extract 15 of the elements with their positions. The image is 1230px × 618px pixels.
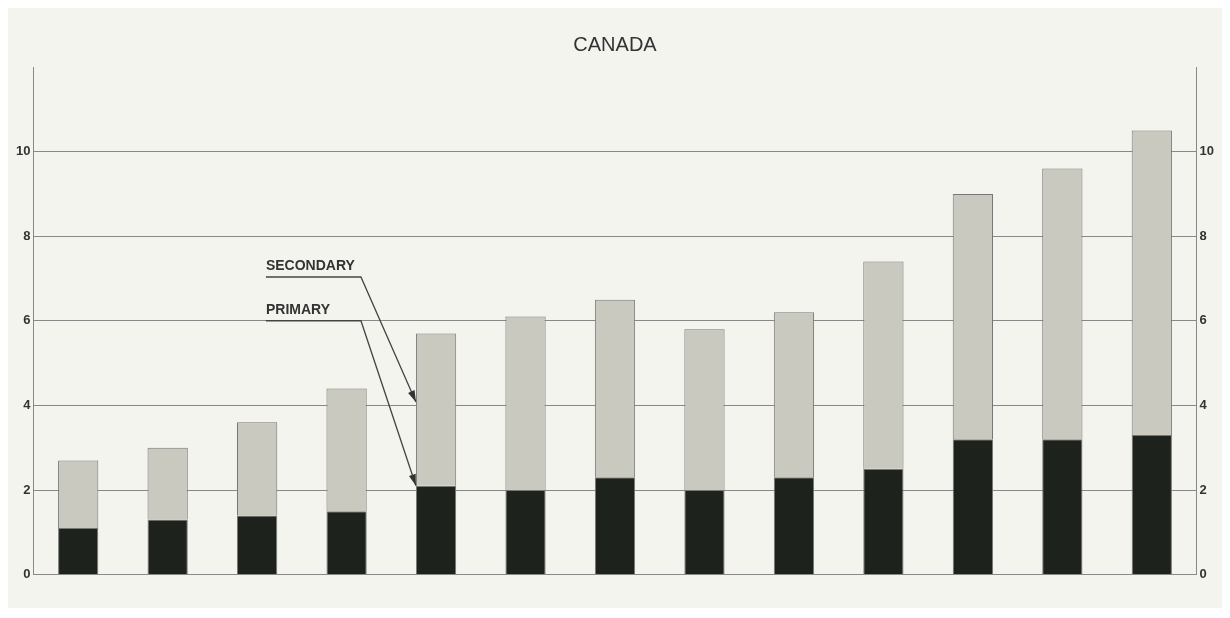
y2-tick-label: 2	[1199, 481, 1207, 497]
y2-tick-label: 4	[1199, 396, 1208, 412]
y-tick-label: 0	[23, 566, 31, 582]
y2-tick-label: 6	[1199, 312, 1207, 328]
chart-title: CANADA	[573, 32, 658, 55]
y-tick-label: 10	[15, 143, 31, 159]
y2-tick-label: 0	[1199, 566, 1207, 582]
y-tick-label: 4	[23, 396, 32, 412]
y2-tick-label: 8	[1199, 227, 1207, 243]
y-tick-label: 6	[23, 312, 31, 328]
y-tick-label: 2	[23, 481, 31, 497]
text: SECONDARY	[265, 256, 356, 273]
text: PRIMARY	[265, 300, 331, 317]
y-tick-label: 8	[23, 227, 31, 243]
y2-tick-label: 10	[1199, 143, 1215, 159]
